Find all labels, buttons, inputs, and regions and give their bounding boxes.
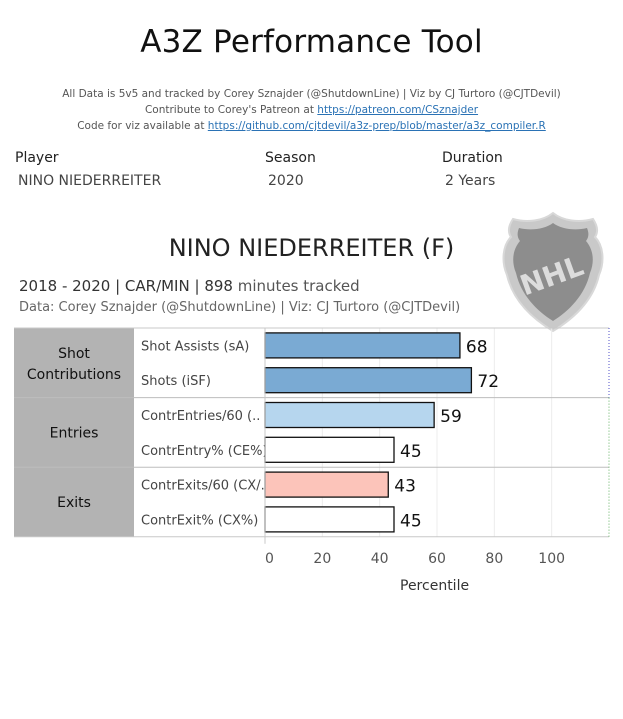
credits-line-3-prefix: Code for viz available at [77,120,208,132]
chart-subtitle: 2018 - 2020 | CAR/MIN | 898 minutes trac… [19,277,360,295]
github-link[interactable]: https://github.com/cjtdevil/a3z-prep/blo… [207,120,546,132]
player-heading: NINO NIEDERREITER (F) [168,234,455,262]
group-cell [14,328,134,398]
player-filter-label: Player [15,150,59,166]
x-tick-label: 0 [265,551,274,567]
credits-line-2-prefix: Contribute to Corey's Patreon at [144,104,318,116]
subtitle-years: 2018 - 2020 | [19,277,121,295]
player-filter-value[interactable]: NINO NIEDERREITER [18,173,162,189]
bar-value-label: 45 [400,442,422,462]
bar [264,506,395,533]
bar-value-label: 45 [400,511,422,531]
subtitle-teams: CAR/MIN [124,277,190,295]
group-label: Contributions [27,367,121,383]
bar-value-label: 72 [477,372,499,392]
metric-label: ContrExit% (CX%) [141,513,258,528]
group-label: Exits [57,495,91,511]
x-tick-label: 40 [371,551,389,567]
bar-value-label: 43 [394,477,416,497]
bar [264,401,435,429]
bar-value-label: 59 [440,407,462,427]
page-title: A3Z Performance Tool [140,24,483,60]
season-filter-label: Season [265,150,316,166]
bar [264,471,389,498]
subtitle-minutes-suffix: minutes tracked [237,277,360,295]
duration-filter[interactable]: Duration 2 Years [442,150,503,189]
subtitle-minutes: 898 [204,277,233,295]
x-axis-title: Percentile [400,578,470,594]
group-label: Shot [58,346,90,362]
metric-label: Shot Assists (sA) [141,339,249,354]
bar [264,332,461,359]
x-tick-label: 20 [313,551,331,567]
data-source: Data: Corey Sznajder (@ShutdownLine) | V… [19,300,461,315]
credits-line-3: Code for viz available at https://github… [0,118,623,134]
duration-filter-value[interactable]: 2 Years [445,173,496,189]
group-label: Entries [50,425,99,441]
subtitle-sep: | [194,277,200,295]
metric-label: Shots (iSF) [141,374,211,389]
metric-label: ContrEntry% (CE%) [141,444,268,459]
bar [264,436,395,463]
group-cell [14,467,134,537]
player-filter[interactable]: Player NINO NIEDERREITER [15,150,161,189]
season-filter-value[interactable]: 2020 [268,173,304,189]
group-cell [14,397,134,468]
bar [264,367,473,394]
metric-label: ContrExits/60 (CX/.. [141,479,269,494]
bar-value-label: 68 [466,337,488,357]
credits-line-1: All Data is 5v5 and tracked by Corey Szn… [62,88,561,100]
metric-label: ContrEntries/60 (.. [141,409,260,424]
x-tick-label: 60 [428,551,446,567]
x-tick-label: 100 [538,551,565,567]
duration-filter-label: Duration [442,150,503,166]
patreon-link[interactable]: https://patreon.com/CSznajder [317,104,479,116]
x-tick-label: 80 [485,551,503,567]
credits: All Data is 5v5 and tracked by Corey Szn… [0,86,623,134]
percentile-chart: Shot Contributions Entries Exits Shot Assist… [14,327,610,567]
nhl-logo-icon: NHL [502,211,604,333]
season-filter[interactable]: Season 2020 [265,150,316,189]
credits-line-2: Contribute to Corey's Patreon at https:/… [0,102,623,118]
